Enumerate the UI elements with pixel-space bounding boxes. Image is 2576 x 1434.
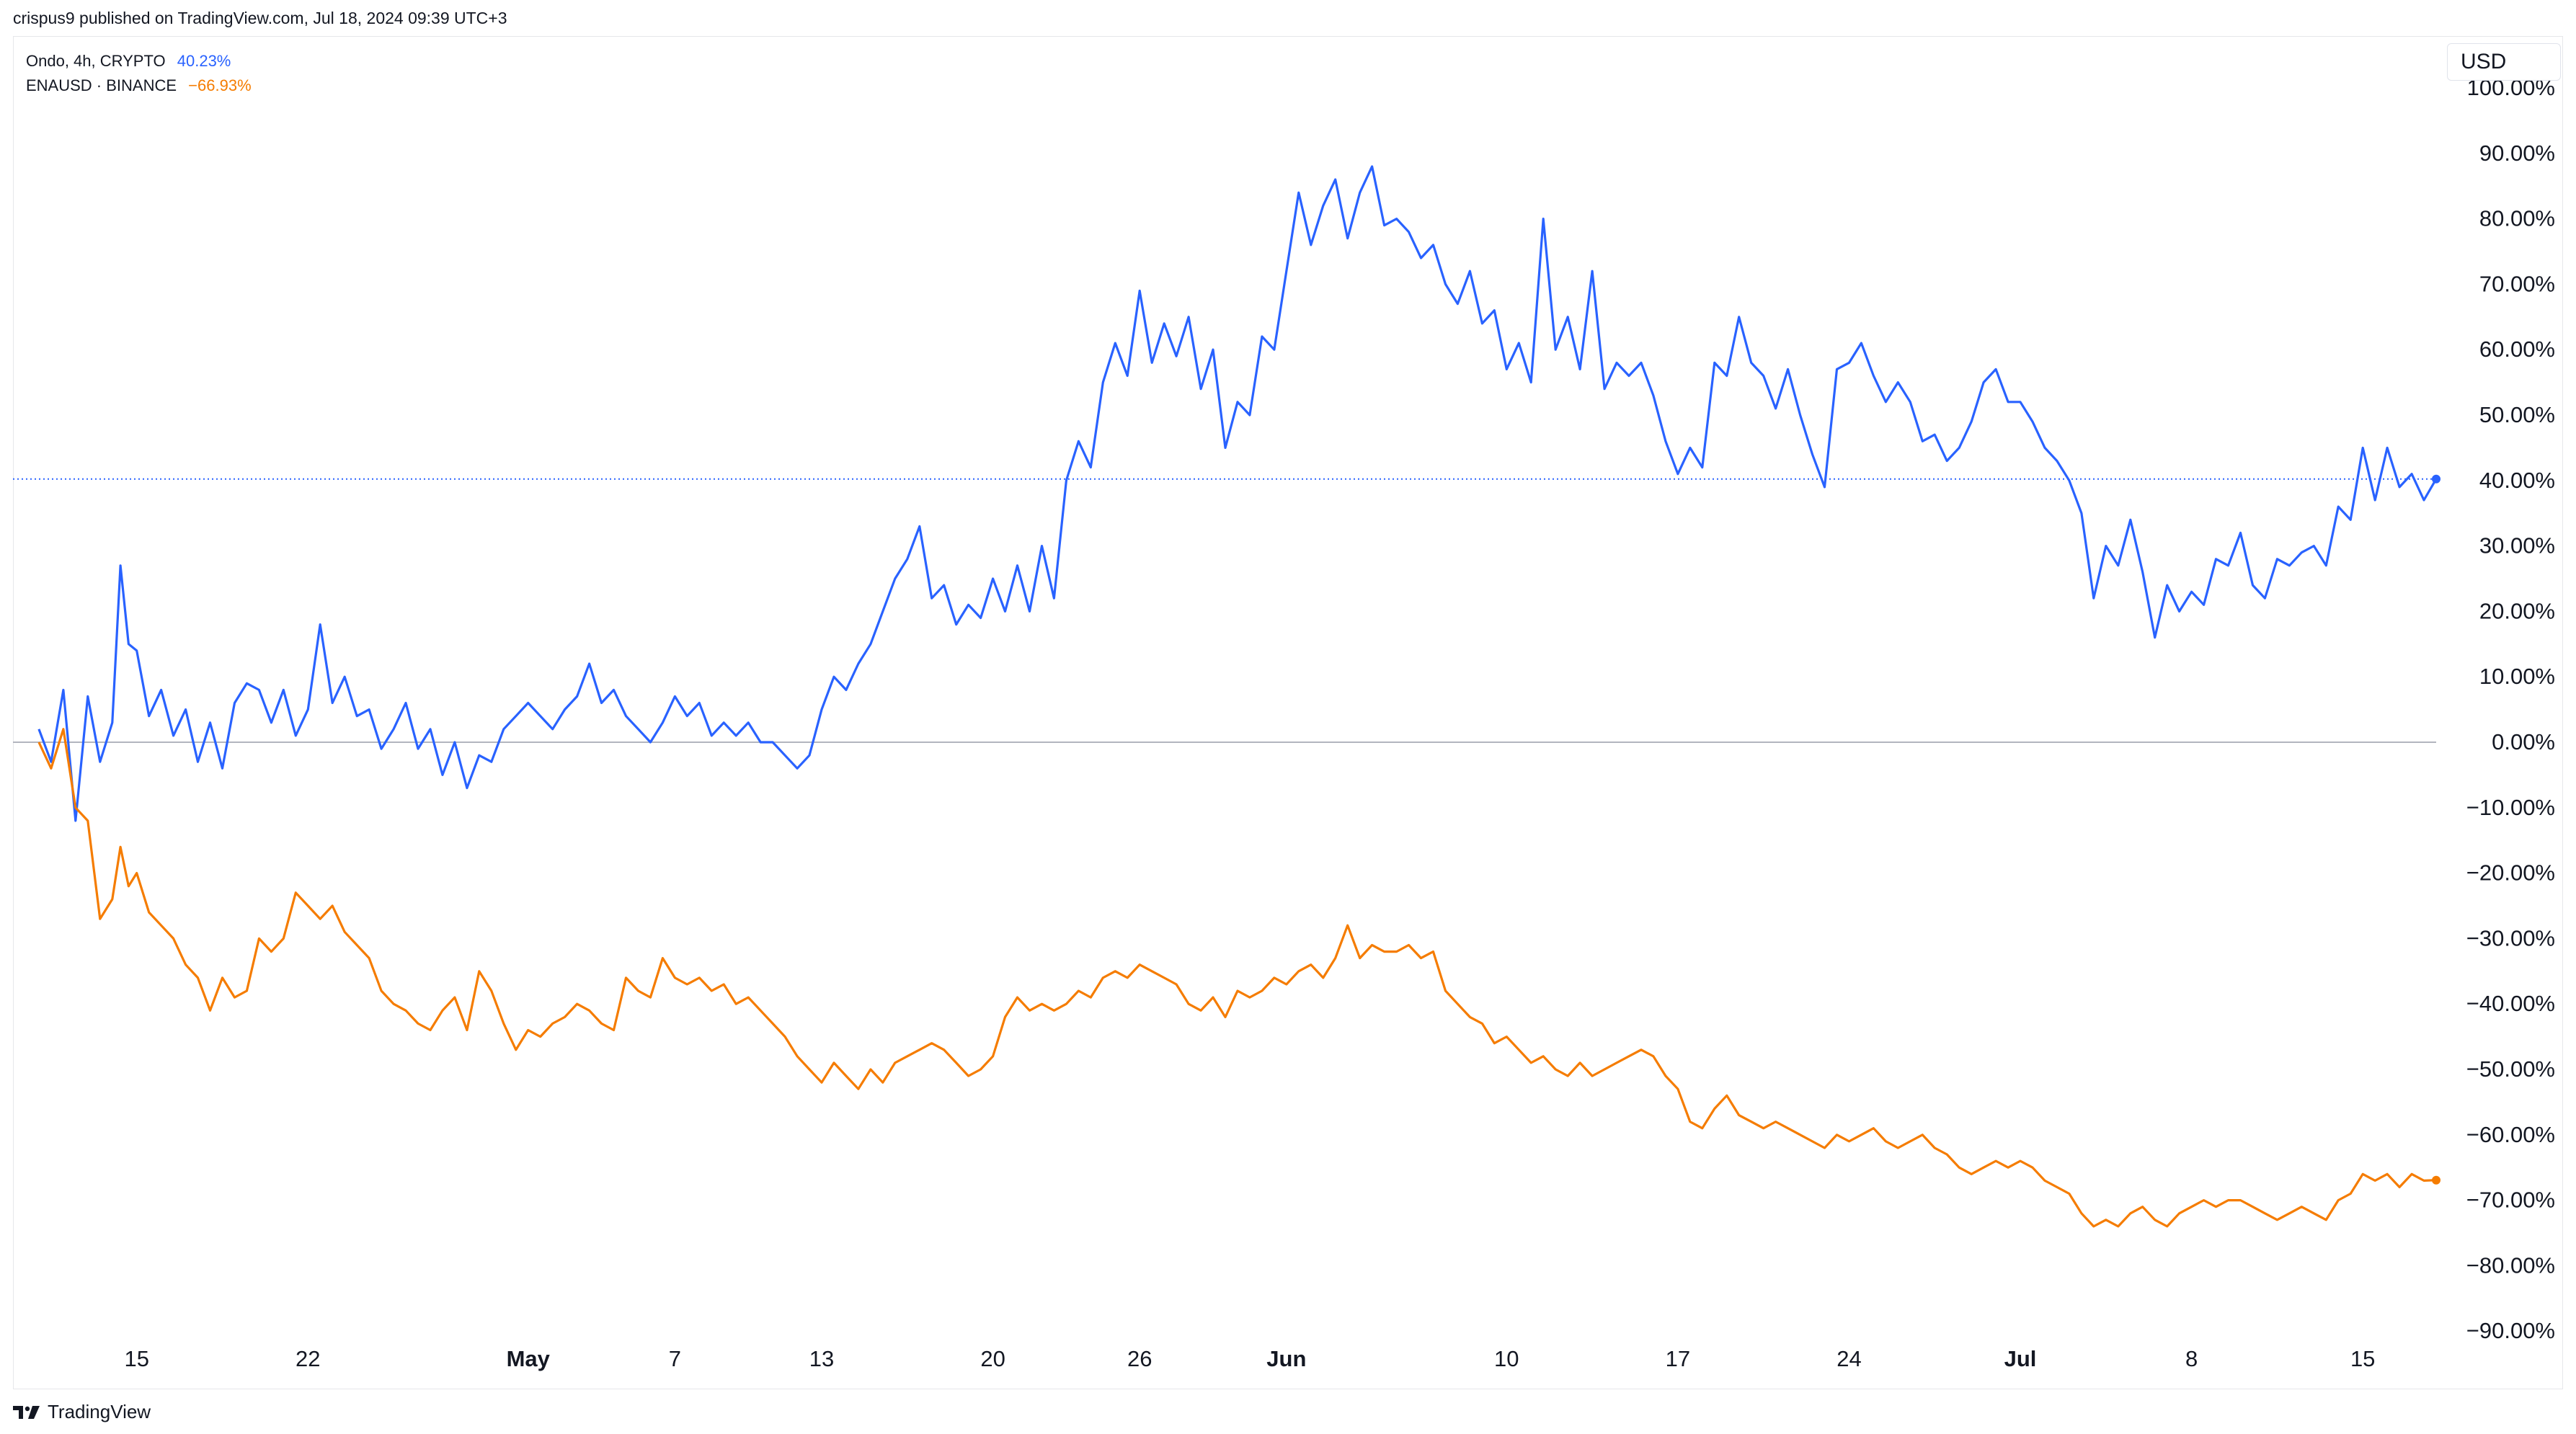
publisher-caption: crispus9 published on TradingView.com, J… [13, 9, 507, 27]
x-tick-label: Jun [1266, 1346, 1306, 1371]
y-tick-label: 20.00% [2479, 598, 2555, 623]
x-tick-label: 7 [669, 1346, 681, 1371]
series-layer [37, 165, 2440, 1228]
x-tick-label: May [507, 1346, 551, 1371]
y-tick-label: 30.00% [2479, 533, 2555, 558]
x-tick-label: 22 [296, 1346, 320, 1371]
x-tick-label: 13 [809, 1346, 834, 1371]
y-tick-label: 70.00% [2479, 271, 2555, 296]
tradingview-brand-name: TradingView [48, 1401, 151, 1422]
y-tick-label: 90.00% [2479, 141, 2555, 166]
legend-label-enausd: ENAUSD · BINANCE [26, 76, 177, 94]
y-tick-label: −10.00% [2466, 795, 2555, 820]
x-tick-label: 10 [1494, 1346, 1519, 1371]
y-tick-label: 40.00% [2479, 468, 2555, 493]
y-tick-label: −90.00% [2466, 1318, 2555, 1343]
chart-frame [13, 36, 2563, 1389]
baseline-layer [13, 478, 2436, 743]
currency-selector[interactable]: USD [2447, 43, 2561, 81]
y-tick-label: 80.00% [2479, 206, 2555, 231]
legend-label-ondo: Ondo, 4h, CRYPTO [26, 52, 166, 70]
y-tick-label: −40.00% [2466, 991, 2555, 1016]
x-tick-label: 24 [1836, 1346, 1861, 1371]
tradingview-brand[interactable]: TradingView [13, 1401, 151, 1423]
x-tick-label: Jul [2004, 1346, 2037, 1371]
legend-row-ondo[interactable]: Ondo, 4h, CRYPTO 40.23% [26, 49, 252, 74]
y-tick-label: 50.00% [2479, 402, 2555, 427]
x-tick-label: 15 [124, 1346, 148, 1371]
y-tick-label: −60.00% [2466, 1122, 2555, 1147]
series-last-point-ondo [2432, 474, 2440, 484]
y-tick-label: 60.00% [2479, 337, 2555, 362]
chart-legend: Ondo, 4h, CRYPTO 40.23% ENAUSD · BINANCE… [26, 49, 252, 98]
legend-value-ondo: 40.23% [177, 52, 231, 70]
y-tick-label: −20.00% [2466, 860, 2555, 886]
legend-row-enausd[interactable]: ENAUSD · BINANCE −66.93% [26, 74, 252, 98]
y-tick-label: −70.00% [2466, 1188, 2555, 1213]
legend-value-enausd: −66.93% [188, 76, 252, 94]
x-tick-label: 8 [2185, 1346, 2198, 1371]
x-axis: 15 22 May 7 13 20 26 Jun 10 17 24 Jul 8 15 [124, 1346, 2375, 1371]
y-tick-label: −30.00% [2466, 925, 2555, 950]
x-tick-label: 20 [980, 1346, 1005, 1371]
y-tick-label: −80.00% [2466, 1252, 2555, 1278]
y-tick-label: 0.00% [2492, 729, 2555, 754]
tradingview-logo-icon [13, 1405, 40, 1419]
series-line-ondo[interactable] [37, 165, 2438, 822]
series-last-point-enausd [2432, 1175, 2440, 1185]
series-line-enausd[interactable] [37, 728, 2437, 1228]
y-tick-label: −50.00% [2466, 1056, 2555, 1082]
y-tick-label: 10.00% [2479, 664, 2555, 689]
x-tick-label: 26 [1127, 1346, 1152, 1371]
x-tick-label: 15 [2350, 1346, 2375, 1371]
y-axis: 100.00%90.00%80.00%70.00%60.00%50.00%40.… [2466, 75, 2555, 1343]
x-tick-label: 17 [1666, 1346, 1690, 1371]
